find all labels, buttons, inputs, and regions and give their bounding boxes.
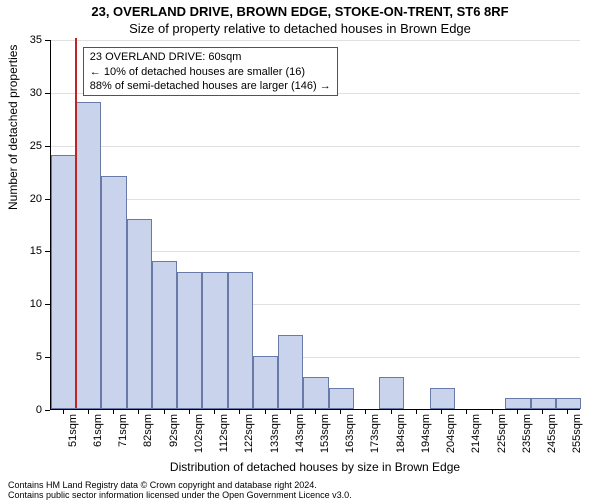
ytick-label: 30 xyxy=(2,87,42,99)
bar xyxy=(505,398,530,409)
xtick-label: 133sqm xyxy=(269,414,281,453)
chart-title-line2: Size of property relative to detached ho… xyxy=(0,19,600,36)
bar xyxy=(177,272,202,409)
bar xyxy=(303,377,328,409)
xtick-label: 61sqm xyxy=(92,414,104,447)
red-marker-line xyxy=(75,38,77,408)
xtick-label: 92sqm xyxy=(168,414,180,447)
xtick-mark xyxy=(542,409,543,414)
xtick-label: 255sqm xyxy=(571,414,583,453)
xtick-label: 173sqm xyxy=(369,414,381,453)
chart-title-line1: 23, OVERLAND DRIVE, BROWN EDGE, STOKE-ON… xyxy=(0,0,600,19)
xtick-label: 214sqm xyxy=(470,414,482,453)
ytick-mark xyxy=(45,40,50,41)
xtick-label: 184sqm xyxy=(395,414,407,453)
xtick-label: 102sqm xyxy=(193,414,205,453)
xtick-label: 245sqm xyxy=(546,414,558,453)
ytick-label: 35 xyxy=(2,34,42,46)
x-axis-label: Distribution of detached houses by size … xyxy=(50,460,580,474)
ytick-mark xyxy=(45,304,50,305)
xtick-label: 71sqm xyxy=(117,414,129,447)
bar xyxy=(531,398,556,409)
xtick-mark xyxy=(567,409,568,414)
bar xyxy=(127,219,152,409)
bar xyxy=(430,388,455,409)
xtick-mark xyxy=(517,409,518,414)
xtick-mark xyxy=(315,409,316,414)
xtick-mark xyxy=(340,409,341,414)
xtick-mark xyxy=(466,409,467,414)
ytick-label: 10 xyxy=(2,298,42,310)
xtick-label: 163sqm xyxy=(344,414,356,453)
xtick-label: 143sqm xyxy=(294,414,306,453)
bar xyxy=(76,102,101,409)
xtick-label: 82sqm xyxy=(142,414,154,447)
bar xyxy=(379,377,404,409)
bar xyxy=(101,176,126,409)
ytick-mark xyxy=(45,146,50,147)
bar xyxy=(152,261,177,409)
xtick-mark xyxy=(492,409,493,414)
ytick-label: 5 xyxy=(2,351,42,363)
xtick-label: 153sqm xyxy=(319,414,331,453)
bar xyxy=(329,388,354,409)
ytick-mark xyxy=(45,357,50,358)
info-line-3: 88% of semi-detached houses are larger (… xyxy=(90,79,331,93)
bar xyxy=(51,155,76,409)
xtick-label: 112sqm xyxy=(218,414,230,452)
ytick-label: 25 xyxy=(2,140,42,152)
footer-line-1: Contains HM Land Registry data © Crown c… xyxy=(8,480,317,490)
plot-box: 23 OVERLAND DRIVE: 60sqm ← 10% of detach… xyxy=(50,40,580,410)
info-line-1: 23 OVERLAND DRIVE: 60sqm xyxy=(90,50,331,64)
footer-line-2: Contains public sector information licen… xyxy=(8,490,352,500)
xtick-mark xyxy=(113,409,114,414)
ytick-mark xyxy=(45,199,50,200)
ytick-mark xyxy=(45,251,50,252)
ytick-mark xyxy=(45,93,50,94)
chart-container: 23, OVERLAND DRIVE, BROWN EDGE, STOKE-ON… xyxy=(0,0,600,500)
xtick-mark xyxy=(391,409,392,414)
xtick-mark xyxy=(88,409,89,414)
ytick-label: 15 xyxy=(2,245,42,257)
xtick-mark xyxy=(239,409,240,414)
xtick-label: 122sqm xyxy=(243,414,255,453)
xtick-mark xyxy=(164,409,165,414)
ytick-label: 0 xyxy=(2,404,42,416)
xtick-mark xyxy=(63,409,64,414)
xtick-mark xyxy=(365,409,366,414)
info-box: 23 OVERLAND DRIVE: 60sqm ← 10% of detach… xyxy=(83,47,338,96)
xtick-label: 204sqm xyxy=(445,414,457,453)
xtick-label: 235sqm xyxy=(521,414,533,453)
bar xyxy=(253,356,278,409)
xtick-label: 194sqm xyxy=(420,414,432,453)
ytick-mark xyxy=(45,410,50,411)
xtick-mark xyxy=(441,409,442,414)
footer-text: Contains HM Land Registry data © Crown c… xyxy=(8,480,352,500)
xtick-mark xyxy=(290,409,291,414)
xtick-mark xyxy=(265,409,266,414)
bar xyxy=(228,272,253,409)
xtick-mark xyxy=(138,409,139,414)
xtick-label: 51sqm xyxy=(67,414,79,447)
xtick-label: 225sqm xyxy=(496,414,508,453)
bar xyxy=(278,335,303,409)
xtick-mark xyxy=(214,409,215,414)
bar xyxy=(202,272,227,409)
ytick-label: 20 xyxy=(2,193,42,205)
xtick-mark xyxy=(416,409,417,414)
plot-area: 23 OVERLAND DRIVE: 60sqm ← 10% of detach… xyxy=(50,40,580,410)
info-line-2: ← 10% of detached houses are smaller (16… xyxy=(90,65,331,79)
y-axis-label: Number of detached properties xyxy=(6,45,20,210)
xtick-mark xyxy=(189,409,190,414)
bar xyxy=(556,398,581,409)
